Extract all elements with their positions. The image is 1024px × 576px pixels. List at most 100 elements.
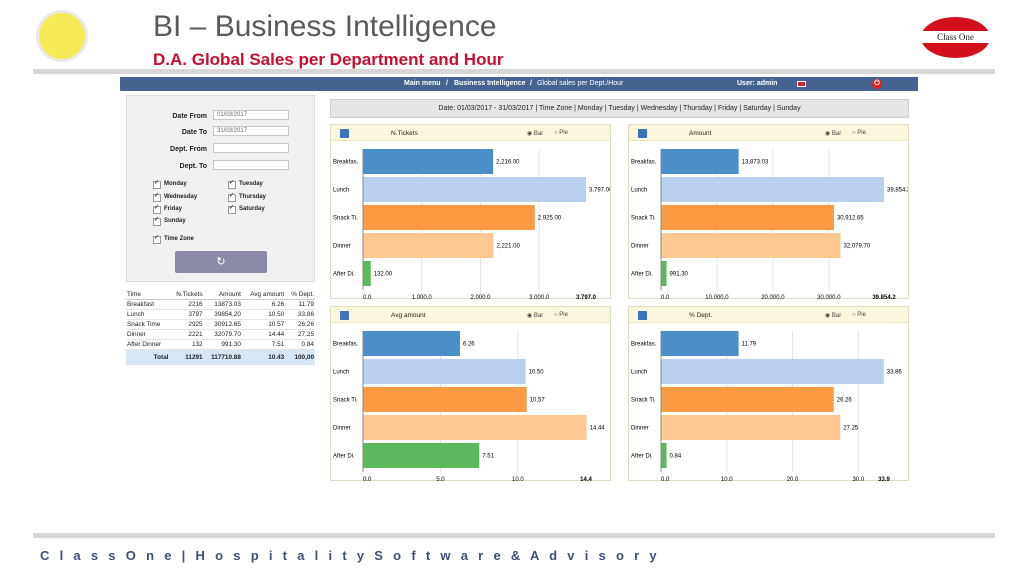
checkbox-thursday[interactable]: Thursday [228,192,266,202]
radio-pie[interactable]: ○ Pie [852,130,866,136]
dept-from-input[interactable] [213,143,289,153]
bar-value-label: 10.50 [529,370,545,376]
table-cell: 10.57 [241,319,286,330]
refresh-button[interactable]: ↻ [175,251,267,273]
nav-business-intelligence[interactable]: Business Intelligence [454,80,526,87]
table-cell: 2221 [169,329,204,340]
bar[interactable] [363,177,586,202]
radio-pie[interactable]: ○ Pie [554,130,568,136]
page-title: BI – Business Intelligence [153,10,497,43]
category-label: Dinner [631,426,649,432]
power-icon[interactable]: ⏻ [872,79,882,89]
table-cell: Dinner [126,329,170,340]
category-label: After Di. [333,272,355,278]
nav-main-menu[interactable]: Main menu [404,80,441,87]
bar-value-label: 26.26 [837,398,853,404]
radio-bar[interactable]: ◉ Bar [825,313,842,319]
x-tick-label: 3,000.0 [529,295,550,299]
category-label: Lunch [631,370,647,376]
radio-bar[interactable]: ◉ Bar [527,313,544,319]
page-subtitle: D.A. Global Sales per Department and Hou… [153,50,504,69]
radio-pie[interactable]: ○ Pie [852,312,866,318]
bar-value-label: 11.79 [742,342,757,348]
checkbox-monday[interactable]: Monday [153,179,187,189]
chart-menu-icon[interactable] [340,311,349,320]
table-cell: 26.26 [285,319,315,330]
chart-menu-icon[interactable] [638,129,647,138]
x-max-label: 14.4 [580,477,592,481]
bar[interactable] [363,415,587,440]
bar[interactable] [363,205,535,230]
chart-menu-icon[interactable] [638,311,647,320]
bar[interactable] [363,233,494,258]
radio-bar[interactable]: ◉ Bar [825,131,842,137]
bar[interactable] [661,205,834,230]
checkbox-sunday[interactable]: Sunday [153,216,186,226]
flag-icon[interactable] [797,81,806,87]
chart-panel: % Dept. ◉ Bar ○ Pie 0.0 10.0 20.0 30.0 33.9 Brea… [628,306,909,481]
x-tick-label: 20,000.0 [761,295,785,299]
bar-value-label: 30,912.65 [837,216,864,222]
bar[interactable] [661,177,884,202]
summary-table: Time N.Tickets Amount Avg amount % Dept.… [126,290,315,365]
bar[interactable] [661,331,739,356]
total-cell: 11291 [169,349,204,365]
bar[interactable] [363,149,494,174]
bar-value-label: 2,221.00 [496,244,520,250]
bar-value-label: 27.25 [843,426,859,432]
x-tick-label: 10.0 [721,477,733,481]
table-cell: 13873.03 [203,299,242,310]
bar[interactable] [363,331,460,356]
top-divider [33,69,995,74]
bar[interactable] [661,415,841,440]
bar[interactable] [661,387,834,412]
table-row: Breakfast 2216 13873.03 6.26 11.79 [126,299,315,310]
total-cell: 117710.88 [203,349,242,365]
category-label: After Di. [333,454,355,460]
category-label: Lunch [631,188,647,194]
bar[interactable] [661,149,739,174]
bar[interactable] [661,359,884,384]
col-header: N.Tickets [169,290,204,300]
nav-current-page: Global sales per Dept./Hour [537,80,624,87]
dept-to-input[interactable] [213,160,289,170]
checkbox-saturday[interactable]: Saturday [228,204,265,214]
bar-chart: 0.0 10,000.0 20,000.0 30,000.0 39,854.2 Break… [631,149,908,299]
x-tick-label: 0.0 [363,295,372,299]
table-cell: 2216 [169,299,204,310]
bar-value-label: 2,925.00 [538,216,562,222]
checkbox-friday[interactable]: Friday [153,204,182,214]
x-tick-label: 30,000.0 [817,295,841,299]
chart-title: N.Tickets [391,130,418,137]
bar[interactable] [661,233,841,258]
chart-panel: Avg amount ◉ Bar ○ Pie 0.0 5.0 10.0 14.4 Breakf… [330,306,611,481]
bar[interactable] [363,387,527,412]
radio-bar-label: Bar [831,131,842,137]
date-to-input[interactable]: 31/03/2017 [213,126,289,136]
x-tick-label: 1,000.0 [412,295,433,299]
category-label: Lunch [333,188,349,194]
date-from-input[interactable]: 01/03/2017 [213,110,289,120]
table-cell: Lunch [126,309,170,320]
total-cell: 10.43 [241,349,286,365]
checkbox-time-zone[interactable]: Time Zone [153,234,194,244]
table-cell: Breakfast [126,299,170,310]
radio-pie[interactable]: ○ Pie [554,312,568,318]
refresh-icon: ↻ [216,256,226,268]
bar[interactable] [363,443,480,468]
bar[interactable] [363,359,526,384]
bar[interactable] [661,261,667,286]
checkbox-wednesday[interactable]: Wednesday [153,192,197,202]
checkbox-tuesday[interactable]: Tuesday [228,179,263,189]
bar[interactable] [363,261,371,286]
category-label: Snack Ti. [631,398,656,404]
bar[interactable] [661,443,667,468]
radio-bar[interactable]: ◉ Bar [527,131,544,137]
x-max-label: 33.9 [878,477,890,481]
dept-to-label: Dept. To [179,163,207,170]
bar-value-label: 33.86 [887,370,903,376]
radio-bar-label: Bar [831,313,842,319]
date-to-label: Date To [181,129,207,136]
chart-menu-icon[interactable] [340,129,349,138]
total-cell: Total [126,349,170,365]
